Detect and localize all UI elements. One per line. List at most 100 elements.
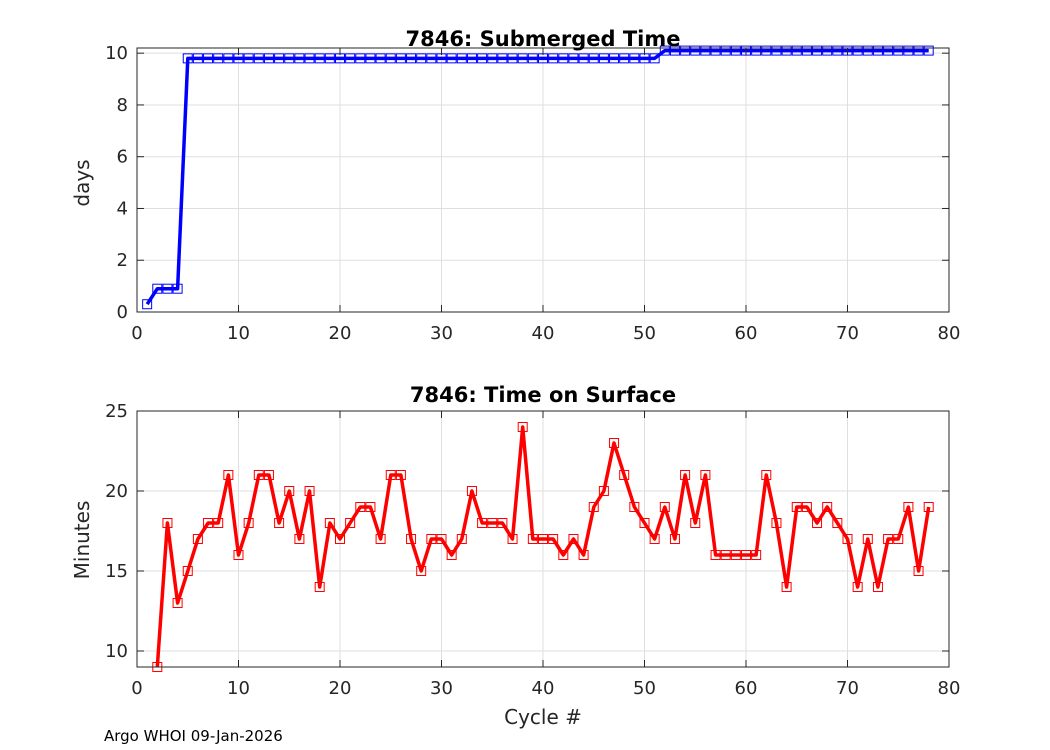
data-point-marker xyxy=(720,550,731,560)
data-point-marker xyxy=(162,518,173,528)
data-point-marker xyxy=(903,45,914,56)
data-point-marker xyxy=(629,502,640,512)
x-tick-label: 60 xyxy=(735,323,758,344)
data-point-marker xyxy=(588,53,599,64)
data-point-marker xyxy=(548,534,559,544)
data-point-marker xyxy=(385,53,396,64)
data-point-marker xyxy=(598,53,609,64)
x-tick-label: 20 xyxy=(329,678,352,699)
x-tick-label: 80 xyxy=(938,323,961,344)
data-point-marker xyxy=(832,45,843,56)
data-point-marker xyxy=(304,53,315,64)
data-point-marker xyxy=(274,53,285,64)
data-point-marker xyxy=(538,534,548,544)
data-point-marker xyxy=(588,502,599,512)
data-point-marker xyxy=(751,45,762,56)
data-point-marker xyxy=(913,566,924,576)
tick-labels: 0 10 20 30 40 50 60 70 80 0 2 4 6 8 10 xyxy=(105,43,960,344)
data-point-marker xyxy=(456,53,467,64)
data-point-marker xyxy=(182,53,193,64)
data-point-marker xyxy=(862,45,873,56)
x-tick-label: 70 xyxy=(836,323,859,344)
y-axis-label: Minutes xyxy=(70,501,94,580)
y-tick-label: 6 xyxy=(117,147,128,168)
data-point-marker xyxy=(466,53,477,64)
data-point-marker xyxy=(274,518,285,528)
x-axis-label: Cycle # xyxy=(504,705,582,729)
data-point-marker xyxy=(801,502,812,512)
data-point-marker xyxy=(680,45,691,56)
data-point-marker xyxy=(335,534,345,544)
data-point-marker xyxy=(477,53,488,64)
data-point-marker xyxy=(791,45,802,56)
data-point-marker xyxy=(172,598,183,608)
y-tick-label: 2 xyxy=(117,250,128,271)
data-point-marker xyxy=(872,45,883,56)
x-tick-label: 50 xyxy=(633,323,656,344)
data-point-marker xyxy=(385,470,396,480)
data-point-marker xyxy=(507,53,518,64)
data-point-marker xyxy=(466,486,477,496)
data-point-marker xyxy=(690,518,701,528)
y-tick-label: 0 xyxy=(117,302,128,323)
data-point-marker xyxy=(203,53,214,64)
data-point-marker xyxy=(893,534,904,544)
y-tick-label: 20 xyxy=(105,481,128,502)
data-point-marker xyxy=(751,550,762,560)
data-point-marker xyxy=(771,45,782,56)
data-point-marker xyxy=(872,582,883,592)
data-point-marker xyxy=(558,53,569,64)
data-point-marker xyxy=(700,470,711,480)
data-point-marker xyxy=(426,534,437,544)
data-point-marker xyxy=(862,534,873,544)
data-point-marker xyxy=(416,566,427,576)
data-point-marker xyxy=(345,518,356,528)
x-tick-label: 0 xyxy=(131,323,142,344)
data-point-marker xyxy=(487,53,498,64)
data-point-marker xyxy=(284,486,295,496)
data-point-marker xyxy=(517,422,528,432)
y-tick-label: 25 xyxy=(105,401,128,422)
data-point-marker xyxy=(527,534,538,544)
data-point-marker xyxy=(781,582,792,592)
data-point-marker xyxy=(263,53,274,64)
data-point-marker xyxy=(619,470,630,480)
data-point-marker xyxy=(213,53,224,64)
data-point-marker xyxy=(720,45,731,56)
data-point-marker xyxy=(619,53,630,64)
data-point-marker xyxy=(781,45,792,56)
data-point-marker xyxy=(629,53,640,64)
data-point-marker xyxy=(416,53,427,64)
data-point-marker xyxy=(832,518,843,528)
data-point-marker xyxy=(690,45,701,56)
data-point-marker xyxy=(345,53,356,64)
data-point-marker xyxy=(375,53,386,64)
y-tick-label: 10 xyxy=(105,43,128,64)
data-point-marker xyxy=(223,470,234,480)
y-tick-label: 10 xyxy=(105,641,128,662)
data-point-marker xyxy=(842,534,853,544)
data-point-marker xyxy=(497,53,508,64)
x-tick-label: 40 xyxy=(532,323,555,344)
data-point-marker xyxy=(162,283,173,294)
data-point-marker xyxy=(771,518,782,528)
x-tick-label: 40 xyxy=(532,678,555,699)
data-point-marker xyxy=(182,566,193,576)
data-point-marker xyxy=(406,53,417,64)
data-point-marker xyxy=(243,518,254,528)
data-point-marker xyxy=(822,502,833,512)
data-point-marker xyxy=(812,45,823,56)
data-point-marker xyxy=(730,550,741,560)
data-point-marker xyxy=(761,45,772,56)
data-point-marker xyxy=(923,45,934,56)
data-point-marker xyxy=(548,53,559,64)
data-point-marker xyxy=(578,550,589,560)
data-point-marker xyxy=(375,534,386,544)
data-point-marker xyxy=(741,45,751,56)
data-point-marker xyxy=(923,502,934,512)
data-point-marker xyxy=(609,438,620,448)
data-point-marker xyxy=(233,550,244,560)
x-tick-label: 80 xyxy=(938,678,961,699)
